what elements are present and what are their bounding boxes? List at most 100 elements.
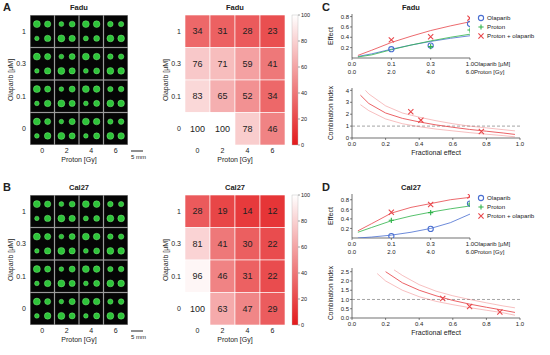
heatmap-cell — [260, 113, 285, 146]
spheroid — [107, 312, 114, 319]
spheroid — [118, 119, 124, 125]
x-tick-label: 0.0 — [348, 249, 357, 255]
heatmap-cell — [185, 228, 210, 261]
marker — [478, 33, 483, 38]
colorbar-tick-label: 60 — [301, 244, 307, 250]
fit-line — [360, 95, 515, 134]
colorbar-tick-label: 100 — [301, 192, 310, 198]
x-tick-label: 0.8 — [482, 321, 491, 327]
scale-bar-label: 5 mm — [131, 334, 146, 340]
y-axis — [352, 268, 353, 318]
micrograph-image — [31, 113, 54, 144]
fit-line — [358, 34, 470, 57]
cell-label: 28 — [192, 206, 202, 216]
x-tick — [486, 138, 487, 140]
spheroid — [69, 133, 75, 139]
x-tick — [352, 138, 353, 140]
spheroid — [69, 248, 75, 254]
micrograph-image — [55, 261, 78, 292]
micrograph-image — [55, 196, 78, 227]
spheroid — [107, 67, 114, 74]
heatmap-cell — [235, 15, 260, 48]
spheroid — [82, 298, 89, 305]
micrograph-image — [31, 81, 54, 112]
spheroid — [94, 313, 100, 319]
spheroid — [118, 35, 125, 42]
heatmap-cell — [210, 293, 235, 326]
spheroid — [33, 21, 40, 28]
column-label: 2 — [65, 147, 69, 154]
heatmap-cell — [210, 228, 235, 261]
spheroid — [107, 100, 114, 107]
spheroid — [59, 87, 64, 92]
y-tick-label: 1.0 — [341, 297, 350, 303]
y-tick-label: 0.8 — [341, 14, 350, 20]
row-label: 0 — [22, 305, 26, 312]
cell-label: 41 — [267, 59, 277, 69]
x-tick-label: 0.8 — [482, 141, 491, 147]
spheroid — [118, 280, 125, 287]
heatmap-cell — [210, 80, 235, 113]
x2-axis-title: Olaparib [µM] — [474, 61, 510, 67]
spheroid — [118, 215, 125, 222]
y-tick — [350, 209, 352, 210]
spheroid — [59, 267, 64, 272]
marker — [428, 226, 433, 231]
spheroid — [45, 233, 51, 239]
cell-label: 12 — [267, 206, 277, 216]
spheroid — [59, 299, 64, 304]
micrograph-image — [31, 293, 54, 324]
row-label: 0.1 — [16, 273, 26, 280]
colorbar-tick-label: 20 — [301, 116, 307, 122]
title: Cal27 — [69, 183, 89, 192]
x-tick-label: 0.1 — [387, 61, 396, 67]
y-tick-label: 0.8 — [341, 197, 350, 203]
marker — [478, 195, 483, 200]
x-tick — [430, 58, 431, 60]
x-tick-label: 4.0 — [426, 249, 435, 255]
cell-label: 100 — [190, 304, 205, 314]
x-tick-label: 0.4 — [415, 321, 424, 327]
micrograph-image — [80, 16, 103, 47]
spheroid — [108, 21, 114, 27]
row-label: 0 — [177, 305, 181, 312]
micrograph-image — [55, 48, 78, 79]
spheroid — [107, 247, 114, 254]
row-label: 0 — [22, 125, 26, 132]
y-tick-label: 0.4 — [341, 34, 350, 40]
spheroid — [107, 280, 114, 287]
spheroid — [118, 133, 125, 140]
legend-label: Proton — [487, 23, 506, 30]
title: Fadu — [70, 3, 88, 12]
micrograph-image — [104, 81, 127, 112]
legend-label: Proton — [487, 203, 506, 210]
heatmap-cell — [185, 15, 210, 48]
spheroid — [58, 312, 65, 319]
micrograph-image — [55, 228, 78, 259]
spheroid — [108, 119, 113, 124]
spheroid — [33, 53, 40, 60]
heatmap-cell — [185, 48, 210, 81]
y-tick — [350, 37, 352, 38]
y-axis-title: Effect — [327, 207, 334, 225]
cell-label: 22 — [267, 271, 277, 281]
micrograph-image — [104, 113, 127, 144]
spheroid — [58, 215, 65, 222]
x-tick — [452, 318, 453, 320]
figure: AFadu10.30.100246Proton [Gy]Olaparib [µM… — [0, 0, 550, 355]
marker — [418, 118, 423, 123]
marker — [467, 27, 470, 32]
spheroid — [118, 86, 124, 92]
spheroid — [44, 68, 50, 74]
marker — [428, 202, 433, 207]
marker — [428, 34, 433, 39]
x-tick-label: 0.0 — [348, 61, 357, 67]
x-tick — [419, 318, 420, 320]
marker — [497, 309, 502, 314]
spheroid — [82, 86, 89, 93]
spheroid — [58, 35, 65, 42]
spheroid — [69, 299, 75, 305]
spheroid — [69, 35, 75, 41]
spheroid — [107, 215, 114, 222]
y-tick-label: 2.0 — [341, 278, 350, 284]
